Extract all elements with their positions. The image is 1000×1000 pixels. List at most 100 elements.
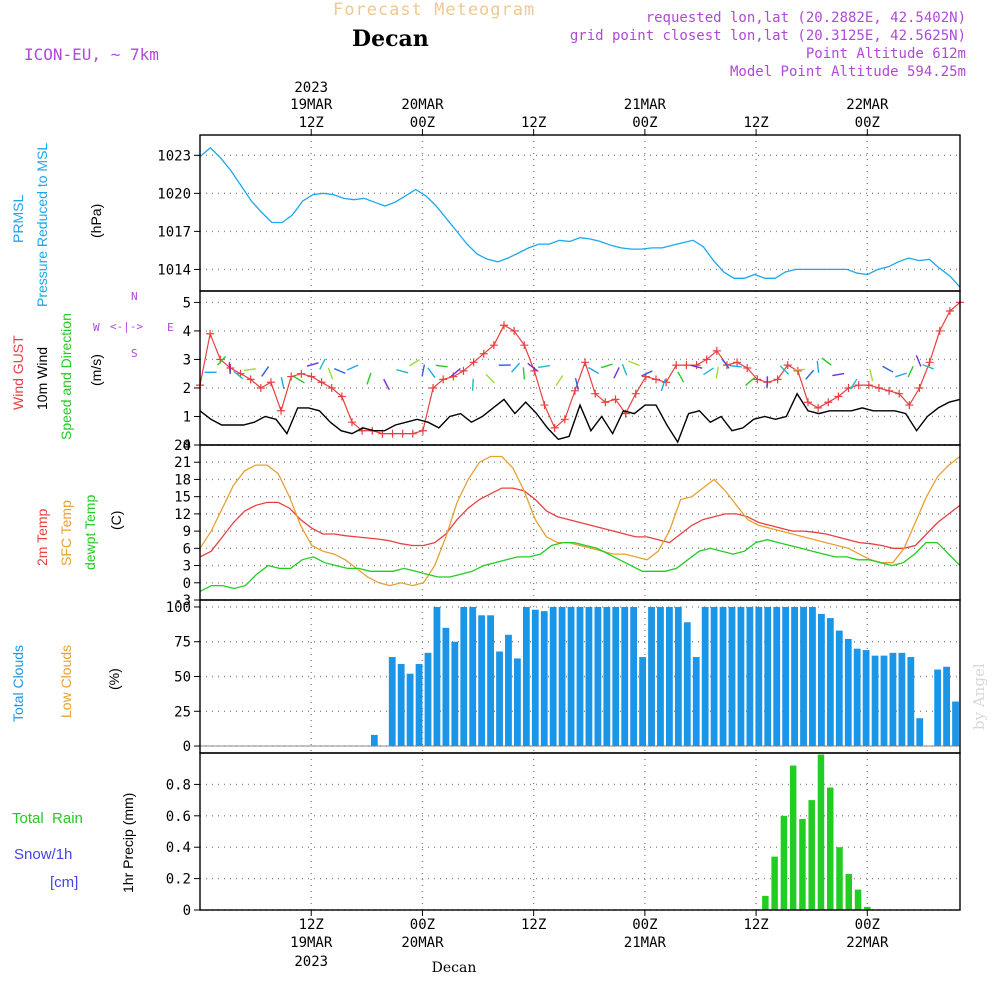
gust-point (540, 401, 549, 410)
wind-arrow (621, 363, 628, 376)
total-cloud-bar (683, 622, 691, 747)
compass-arrows-icon: <-|-> (110, 320, 144, 333)
rain-label: Total Rain (12, 810, 83, 827)
total-cloud-bar (773, 606, 781, 747)
y-tick-label: 0.2 (166, 872, 191, 888)
y-tick-label: 6 (183, 541, 191, 557)
y-tick-label: 24 (174, 438, 191, 454)
total-cloud-bar (549, 606, 557, 747)
gust-point (510, 326, 519, 335)
wind-arrow (427, 367, 436, 378)
total-cloud-bar (746, 606, 754, 747)
total-cloud-bar (442, 627, 450, 747)
panel-frame (199, 134, 961, 292)
rain-bar (836, 847, 843, 910)
wind-arrow (690, 364, 703, 369)
gust-point (287, 372, 296, 381)
wind-arrow (319, 358, 326, 370)
total-cloud-bar (594, 606, 602, 747)
y-tick-label: 0 (183, 438, 191, 454)
wind-arrow (527, 362, 538, 372)
total-cloud-bar (522, 606, 530, 747)
y-tick-label: 0.6 (166, 809, 191, 825)
top-time-label: 12Z (521, 115, 546, 131)
bottom-date-label: 22MAR (846, 935, 889, 951)
gust-point (206, 329, 215, 338)
y-tick-label: 15 (174, 490, 191, 506)
gust-point (317, 378, 326, 387)
total-cloud-bar (916, 718, 924, 747)
wind-arrow (779, 365, 790, 375)
gust-point (935, 326, 944, 335)
wind-arrow (233, 370, 244, 380)
total-cloud-bar (800, 606, 807, 747)
total-cloud-bar (585, 606, 593, 747)
bottom-date-label: 21MAR (624, 935, 667, 951)
wind-arrow (522, 367, 526, 380)
wind-arrow (538, 364, 551, 369)
wind-arrow (915, 355, 922, 367)
requested-coords: requested lon,lat (20.2882E, 42.5402N) (645, 10, 966, 26)
gust-point (652, 375, 660, 384)
wind-arrow (293, 376, 305, 384)
gust-point (773, 375, 782, 384)
snow-unit-label: [cm] (50, 874, 79, 891)
y-tick-label: 0 (183, 903, 191, 919)
y-tick-label: 1023 (157, 148, 191, 164)
gust-point (388, 429, 397, 438)
gust-point (712, 346, 721, 355)
gust-point (905, 401, 914, 410)
wind-arrow (745, 377, 756, 387)
top-time-label: 00Z (410, 115, 435, 131)
gust-point (874, 383, 883, 392)
total-cloud-bar (692, 657, 700, 747)
gust-point (895, 389, 904, 398)
wind-arrow (306, 362, 319, 367)
total-cloud-bar (719, 606, 727, 747)
total-cloud-bar (826, 618, 834, 747)
wind-arrow (228, 362, 231, 375)
wind-arrow (703, 367, 714, 376)
gust-point (915, 383, 924, 392)
y-tick-label: -3 (174, 593, 191, 609)
total-cloud-bar (764, 606, 772, 747)
total-cloud-bar (907, 657, 915, 747)
y-tick-label: 5 (183, 295, 191, 311)
total-cloud-bar (406, 673, 414, 747)
rain-bar (799, 818, 806, 910)
total-cloud-bar (809, 606, 816, 747)
wind-arrow (641, 370, 653, 377)
gust-point (398, 429, 407, 438)
bottom-time-label: 00Z (410, 917, 435, 933)
point-altitude: Point Altitude 612m (805, 46, 966, 62)
wind-arrow (485, 373, 495, 384)
gust-point (945, 306, 954, 315)
gust-point (469, 358, 478, 367)
total-cloud-bar (880, 655, 888, 747)
total-cloud-bar (791, 606, 798, 747)
top-time-label: 00Z (632, 115, 657, 131)
total-cloud-bar (666, 606, 673, 747)
wind-arrow (660, 379, 666, 392)
y-tick-label: 0.4 (166, 840, 191, 856)
gust-point (672, 361, 681, 370)
gust-point (520, 341, 529, 350)
rain-bar (808, 800, 815, 910)
total-cloud-bar (505, 634, 512, 747)
total-cloud-bar (397, 663, 405, 747)
wind-arrow (346, 364, 359, 371)
total-cloud-bar (943, 666, 950, 747)
top-year-label: 2023 (294, 80, 328, 96)
y-tick-label: 50 (174, 670, 191, 686)
top-date-label: 22MAR (846, 97, 889, 113)
y-tick-label: 21 (174, 455, 191, 471)
gust-point (591, 389, 600, 398)
gust-point (733, 358, 742, 367)
top-time-label: 12Z (299, 115, 324, 131)
y-tick-label: 9 (183, 524, 191, 540)
total-cloud-bar (567, 606, 575, 747)
rain-bar (864, 906, 871, 910)
y-tick-label: 3 (183, 559, 191, 575)
gust-point (611, 395, 620, 404)
gust-point (814, 403, 823, 412)
